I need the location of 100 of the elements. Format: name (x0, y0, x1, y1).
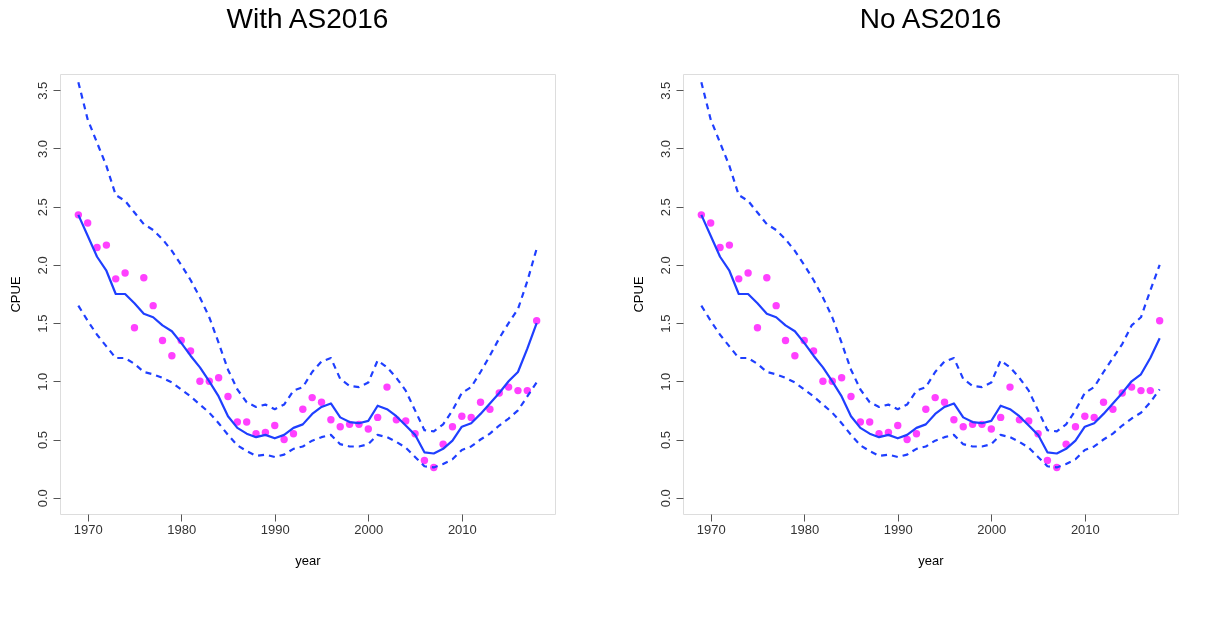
y-tick-label: 1.0 (657, 372, 673, 391)
point (140, 274, 148, 282)
point (791, 351, 799, 360)
y-tick-label: 3.0 (34, 139, 50, 159)
point (772, 301, 780, 310)
point (706, 219, 715, 227)
point (763, 274, 771, 282)
x-tick-label: 1970 (696, 521, 726, 537)
point (196, 377, 204, 385)
point (271, 421, 279, 430)
point (716, 243, 724, 252)
y-tick-label: 3.5 (657, 81, 673, 100)
point (725, 241, 734, 249)
x-tick-label: 2000 (977, 521, 1007, 537)
point (865, 418, 874, 426)
point (912, 429, 921, 438)
point (532, 317, 541, 325)
line-series (77, 81, 538, 433)
x-tick-label: 2010 (1070, 521, 1100, 537)
point (1137, 386, 1145, 395)
point (514, 386, 522, 395)
point (458, 412, 466, 420)
point (1109, 405, 1117, 413)
point (467, 413, 475, 422)
y-tick-label: 0.0 (657, 489, 673, 508)
x-tick-label: 1990 (260, 521, 290, 537)
y-tick-label: 0.0 (34, 489, 50, 508)
point (1090, 413, 1098, 422)
x-axis-title: year (918, 552, 945, 568)
point (130, 324, 139, 332)
point (1146, 386, 1155, 395)
point (383, 383, 391, 391)
point (744, 269, 752, 277)
point (781, 336, 790, 345)
y-tick-label: 2.5 (34, 198, 50, 217)
point (364, 425, 373, 433)
point (819, 377, 827, 385)
y-tick-label: 1.0 (34, 372, 50, 391)
point (486, 405, 494, 413)
line-series (700, 81, 1161, 433)
point (112, 275, 120, 283)
point (950, 416, 958, 424)
point (224, 392, 232, 401)
point (242, 418, 251, 426)
point (753, 324, 762, 332)
y-tick-label: 3.5 (34, 81, 50, 100)
y-tick-label: 0.5 (657, 430, 673, 450)
point (149, 301, 157, 310)
point (476, 398, 485, 406)
y-axis-title: CPUE (7, 276, 23, 313)
x-tick-label: 2010 (447, 521, 477, 537)
y-axis-title: CPUE (630, 276, 646, 313)
x-tick-label: 1980 (167, 521, 197, 537)
point (83, 219, 92, 227)
point (903, 435, 911, 444)
point (1099, 398, 1108, 406)
point (233, 418, 242, 426)
point (280, 435, 288, 444)
y-tick-label: 2.0 (34, 256, 50, 275)
point (168, 351, 176, 360)
point (940, 398, 949, 406)
point (847, 392, 855, 401)
point (504, 383, 513, 391)
point (336, 423, 344, 431)
chart-title: With AS2016 (226, 3, 389, 34)
y-tick-label: 1.5 (34, 314, 50, 333)
point (1006, 383, 1014, 391)
x-tick-label: 1990 (883, 521, 913, 537)
y-tick-label: 3.0 (657, 139, 673, 159)
y-tick-label: 2.0 (657, 256, 673, 275)
point (1127, 383, 1136, 391)
point (102, 241, 111, 249)
point (1071, 423, 1080, 431)
point (1155, 317, 1164, 325)
x-tick-label: 1970 (73, 521, 103, 537)
y-tick-label: 0.5 (34, 430, 50, 450)
point (1043, 456, 1052, 465)
point (327, 416, 335, 424)
x-tick-label: 2000 (354, 521, 384, 537)
point (308, 393, 316, 402)
y-tick-label: 2.5 (657, 198, 673, 217)
chart-title: No AS2016 (859, 3, 1002, 34)
point (93, 243, 101, 252)
point (214, 374, 223, 382)
point (931, 393, 939, 402)
point (299, 405, 307, 413)
point (735, 275, 743, 283)
point (996, 413, 1005, 422)
x-axis-title: year (295, 552, 322, 568)
point (1081, 412, 1089, 420)
point (837, 374, 846, 382)
point (317, 398, 326, 406)
point (373, 413, 382, 422)
point (894, 421, 902, 430)
point (448, 423, 457, 431)
point (158, 336, 167, 345)
point (987, 425, 996, 433)
point (121, 269, 129, 277)
point (523, 386, 532, 395)
y-tick-label: 1.5 (657, 314, 673, 333)
